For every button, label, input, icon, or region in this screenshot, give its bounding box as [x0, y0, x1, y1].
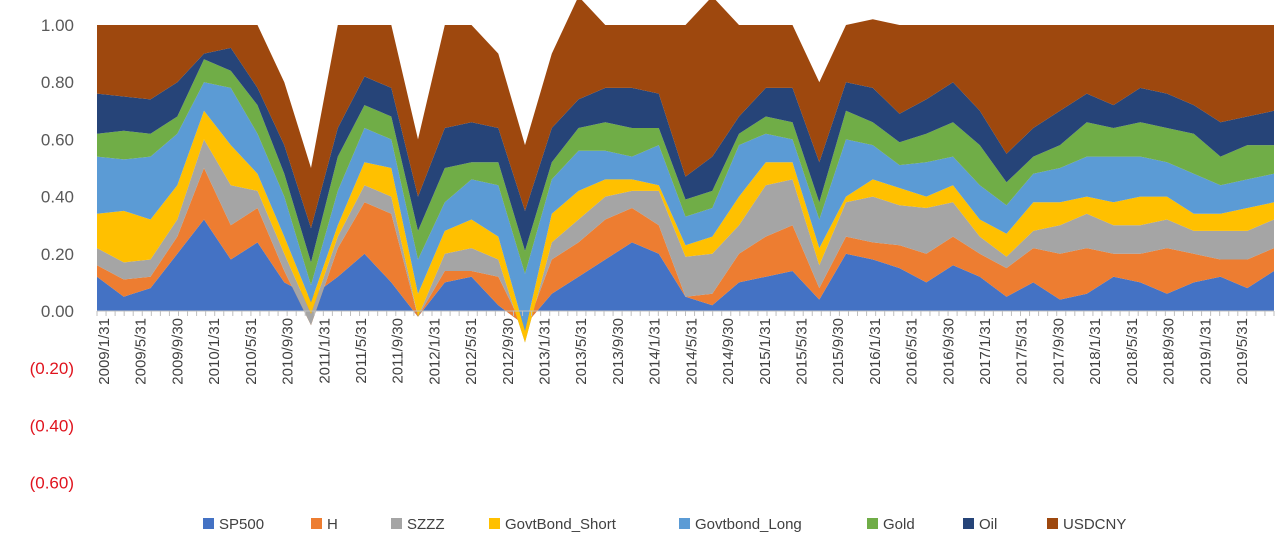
x-tick-label: 2009/9/30 — [169, 318, 186, 385]
legend-label-sp500: SP500 — [219, 516, 264, 533]
legend-label-szzz: SZZZ — [407, 516, 445, 533]
x-axis: 2009/1/31 2009/5/31 2009/9/30 2010/1/31 2010… — [96, 310, 1275, 385]
x-tick-label: 2012/1/31 — [426, 318, 443, 385]
x-tick-label: 2015/9/30 — [830, 318, 847, 385]
area-series-h — [97, 168, 1274, 331]
x-tick-label: 2019/5/31 — [1234, 318, 1251, 385]
area-series-govtbond-short — [97, 110, 1274, 343]
x-tick-label: 2018/1/31 — [1087, 318, 1104, 385]
legend-swatch-sp500 — [203, 518, 214, 529]
area-series-govtbond-long — [97, 82, 1274, 331]
legend-swatch-szzz — [391, 518, 402, 529]
y-axis: 1.00 0.80 0.60 0.40 0.20 0.00 (0.20) (0.40) (0.6… — [30, 16, 74, 493]
y-tick-label: (0.20) — [30, 359, 74, 378]
x-tick-label: 2010/9/30 — [280, 318, 297, 385]
x-tick-label: 2017/1/31 — [977, 318, 994, 385]
y-tick-label: 0.20 — [41, 245, 74, 264]
legend-label-govtbond-short: GovtBond_Short — [505, 516, 617, 533]
x-tick-label: 2009/5/31 — [133, 318, 150, 385]
legend-label-gold: Gold — [883, 516, 915, 533]
area-series-usdcny — [97, 0, 1274, 229]
y-tick-label: (0.40) — [30, 416, 74, 435]
legend-swatch-govtbond-long — [679, 518, 690, 529]
x-tick-label: 2013/1/31 — [537, 318, 554, 385]
x-tick-label: 2010/5/31 — [243, 318, 260, 385]
x-tick-label: 2016/1/31 — [867, 318, 884, 385]
x-tick-label: 2015/5/31 — [794, 318, 811, 385]
area-series-group — [97, 0, 1274, 343]
y-tick-label: (0.60) — [30, 474, 74, 493]
legend-label-oil: Oil — [979, 516, 997, 533]
y-tick-label: 0.00 — [41, 302, 74, 321]
x-tick-label: 2017/5/31 — [1014, 318, 1031, 385]
legend-swatch-oil — [963, 518, 974, 529]
legend-label-usdcny: USDCNY — [1063, 516, 1126, 533]
x-tick-label: 2012/5/31 — [463, 318, 480, 385]
area-series-szzz — [97, 139, 1274, 343]
legend-swatch-usdcny — [1047, 518, 1058, 529]
x-tick-label: 2014/1/31 — [647, 318, 664, 385]
y-tick-label: 0.80 — [41, 73, 74, 92]
legend-label-govtbond-long: Govtbond_Long — [695, 516, 802, 533]
x-tick-label: 2016/5/31 — [904, 318, 921, 385]
x-tick-label: 2016/9/30 — [940, 318, 957, 385]
x-tick-label: 2015/1/31 — [757, 318, 774, 385]
x-tick-label: 2017/9/30 — [1051, 318, 1068, 385]
legend-swatch-h — [311, 518, 322, 529]
x-tick-label: 2014/5/31 — [683, 318, 700, 385]
x-tick-label: 2014/9/30 — [720, 318, 737, 385]
x-tick-label: 2018/5/31 — [1124, 318, 1141, 385]
x-tick-label: 2011/9/30 — [390, 318, 407, 384]
legend-label-h: H — [327, 516, 338, 533]
legend: SP500 H SZZZ GovtBond_Short Govtbond_Long Gol… — [203, 516, 1126, 533]
y-tick-label: 0.40 — [41, 188, 74, 207]
x-tick-label: 2019/1/31 — [1197, 318, 1214, 385]
area-series-sp500 — [97, 219, 1274, 326]
x-tick-label: 2013/5/31 — [573, 318, 590, 385]
x-tick-label: 2010/1/31 — [206, 318, 223, 385]
x-tick-label: 2018/9/30 — [1161, 318, 1178, 385]
legend-swatch-govtbond-short — [489, 518, 500, 529]
y-tick-label: 1.00 — [41, 16, 74, 35]
x-tick-label: 2011/5/31 — [353, 318, 370, 384]
x-tick-label: 2009/1/31 — [96, 318, 113, 385]
y-tick-label: 0.60 — [41, 130, 74, 149]
area-series-oil — [97, 47, 1274, 263]
area-series-gold — [97, 59, 1274, 286]
x-tick-label: 2013/9/30 — [610, 318, 627, 385]
x-tick-label: 2012/9/30 — [500, 318, 517, 385]
x-tick-label: 2011/1/31 — [316, 318, 333, 384]
legend-swatch-gold — [867, 518, 878, 529]
